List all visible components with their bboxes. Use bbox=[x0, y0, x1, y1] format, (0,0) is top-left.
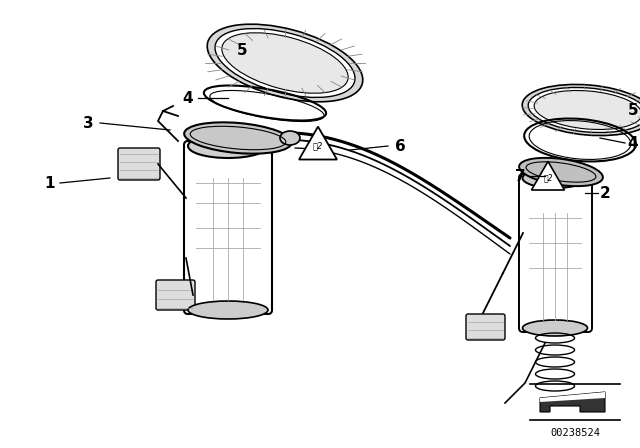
Ellipse shape bbox=[222, 33, 348, 93]
Text: 1: 1 bbox=[45, 176, 55, 190]
Ellipse shape bbox=[534, 90, 640, 129]
Ellipse shape bbox=[528, 87, 640, 133]
Ellipse shape bbox=[280, 131, 300, 145]
Polygon shape bbox=[531, 161, 564, 190]
Text: 2: 2 bbox=[600, 185, 611, 201]
Ellipse shape bbox=[188, 134, 268, 158]
Polygon shape bbox=[540, 392, 605, 412]
Text: 5: 5 bbox=[237, 43, 247, 57]
Text: 5: 5 bbox=[627, 103, 638, 117]
FancyBboxPatch shape bbox=[156, 280, 195, 310]
Ellipse shape bbox=[522, 84, 640, 136]
Text: 4: 4 bbox=[182, 90, 193, 105]
Ellipse shape bbox=[215, 29, 355, 98]
Text: ⓔ2: ⓔ2 bbox=[313, 142, 323, 151]
Polygon shape bbox=[299, 127, 337, 159]
Text: 00238524: 00238524 bbox=[550, 428, 600, 438]
Ellipse shape bbox=[207, 24, 363, 102]
Polygon shape bbox=[540, 392, 605, 402]
Ellipse shape bbox=[522, 168, 588, 188]
Text: 4: 4 bbox=[627, 135, 638, 151]
Text: 3: 3 bbox=[83, 116, 93, 130]
FancyBboxPatch shape bbox=[184, 141, 272, 314]
Ellipse shape bbox=[522, 320, 588, 336]
FancyBboxPatch shape bbox=[466, 314, 505, 340]
Ellipse shape bbox=[519, 158, 603, 186]
Text: ⓔ2: ⓔ2 bbox=[543, 173, 553, 182]
FancyBboxPatch shape bbox=[118, 148, 160, 180]
Text: 6: 6 bbox=[395, 138, 405, 154]
Ellipse shape bbox=[184, 122, 292, 154]
FancyBboxPatch shape bbox=[519, 174, 592, 332]
Ellipse shape bbox=[188, 301, 268, 319]
Text: 7: 7 bbox=[515, 168, 525, 184]
